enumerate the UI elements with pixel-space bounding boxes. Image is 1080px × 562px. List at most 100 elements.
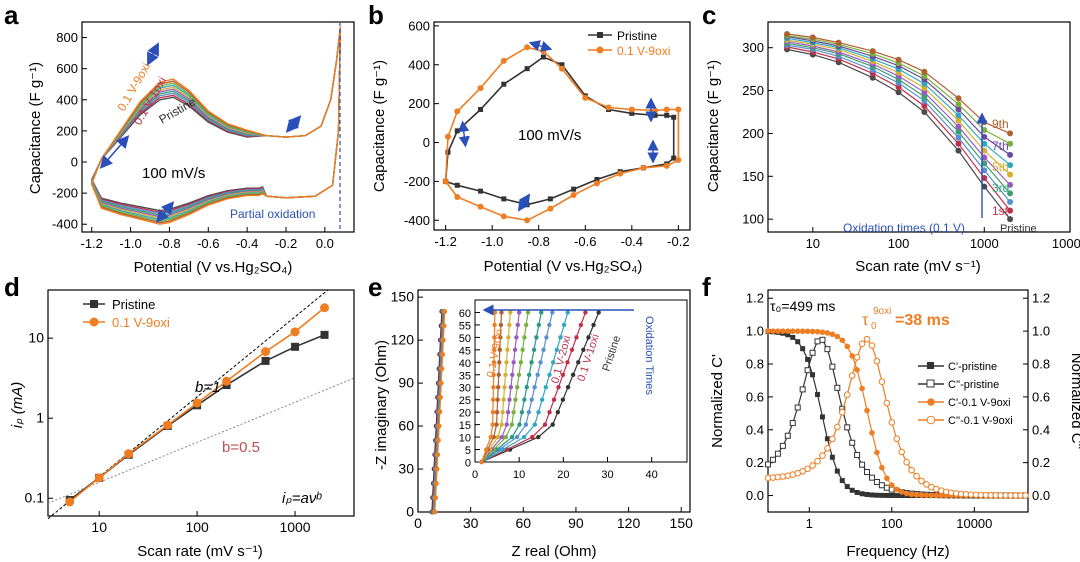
data-point (933, 492, 940, 499)
data-point (439, 366, 445, 372)
data-point (320, 330, 329, 339)
data-point (513, 397, 518, 402)
arrow-left (458, 120, 470, 148)
data-point (894, 493, 900, 499)
data-point (955, 95, 962, 102)
panel-letter-d: d (4, 272, 20, 302)
data-point (454, 193, 461, 200)
data-point (520, 347, 525, 353)
data-point (873, 357, 881, 365)
data-point (570, 192, 577, 199)
data-point (490, 397, 496, 402)
data-point (834, 423, 841, 431)
y-tick-label: 0 (423, 135, 430, 150)
data-point (799, 328, 806, 335)
data-point (921, 93, 928, 100)
legend-label: C'-0.1 V-9oxi (948, 397, 1011, 409)
data-point (839, 478, 845, 484)
data-point (938, 492, 945, 499)
data-point (497, 347, 503, 353)
data-point (819, 336, 826, 343)
data-point (883, 399, 891, 407)
cv-curve-9oxi (444, 46, 680, 222)
data-point (1007, 199, 1014, 205)
legend-label-pristine: Pristine (112, 297, 155, 312)
series-label: 3rd (992, 181, 1009, 195)
y-tick-label: 150 (391, 289, 415, 305)
data-point (555, 409, 561, 415)
data-point (514, 434, 520, 440)
legend-label-pristine: Pristine (617, 29, 657, 43)
data-point (955, 147, 962, 154)
data-point (491, 434, 496, 440)
data-point (261, 356, 270, 365)
data-point (794, 404, 801, 411)
y-tick-label: 30 (398, 461, 414, 477)
y-tick-label: 30 (459, 383, 471, 395)
y-tick-label-right: 0.0 (1032, 488, 1050, 503)
data-point (774, 450, 781, 457)
data-point (504, 360, 509, 365)
data-point (444, 133, 451, 140)
x-tick-label: 10 (91, 519, 107, 535)
data-point (494, 422, 499, 427)
data-point (477, 203, 484, 210)
data-point (859, 385, 865, 392)
y-tick-label-right: 0.2 (1032, 455, 1050, 470)
y-tick-label: 0 (406, 504, 414, 520)
data-point (799, 386, 806, 393)
data-point (1007, 207, 1014, 214)
x-tick-label: 0.0 (316, 236, 334, 251)
data-point (617, 170, 624, 177)
data-point (1007, 151, 1014, 158)
ylabel: Capacitance (F g⁻¹) (371, 60, 388, 192)
data-point (878, 482, 885, 489)
x-tick-label: 100 (888, 236, 910, 251)
data-point (547, 205, 554, 212)
data-point (192, 398, 202, 408)
data-point (829, 363, 836, 370)
data-point (873, 478, 880, 485)
y-tick-label: 45 (459, 345, 471, 357)
y-tick-label-right: 0.8 (1032, 357, 1050, 372)
data-point (518, 360, 524, 365)
x-tick-label: -0.4 (236, 236, 258, 251)
data-point (1007, 216, 1014, 223)
legend-marker (926, 415, 936, 425)
y-tick-label: 100 (742, 212, 764, 227)
data-point (454, 128, 460, 134)
data-point (981, 147, 988, 154)
data-point (454, 108, 461, 115)
y-tick-label: 90 (398, 375, 414, 391)
data-point (790, 334, 796, 340)
data-point (507, 322, 512, 328)
data-point (581, 347, 586, 353)
x-tick-label: 30 (463, 515, 479, 531)
y-tick-label: -400 (404, 213, 430, 228)
rate-annotation: 100 mV/s (518, 127, 581, 144)
data-point (454, 182, 460, 188)
data-point (981, 160, 988, 167)
data-point (509, 422, 515, 427)
data-point (923, 492, 930, 499)
data-point (800, 346, 806, 352)
data-point (981, 175, 988, 181)
data-point (511, 360, 516, 365)
ylabel: Capacitance (F g⁻¹) (705, 60, 722, 192)
oxidation-times-label: Oxidation Times (643, 316, 655, 395)
data-point (536, 409, 541, 415)
data-point (440, 351, 446, 357)
data-point (290, 327, 300, 337)
tau-subscript: 0 (871, 321, 877, 332)
data-point (509, 434, 515, 440)
ylabel: iₚ (mA) (9, 382, 26, 428)
data-point (517, 422, 522, 427)
data-point (516, 372, 522, 377)
data-point (675, 157, 682, 164)
data-point (921, 109, 928, 115)
x-tick-label: 40 (646, 469, 658, 481)
data-point (864, 492, 870, 498)
data-point (888, 482, 895, 488)
